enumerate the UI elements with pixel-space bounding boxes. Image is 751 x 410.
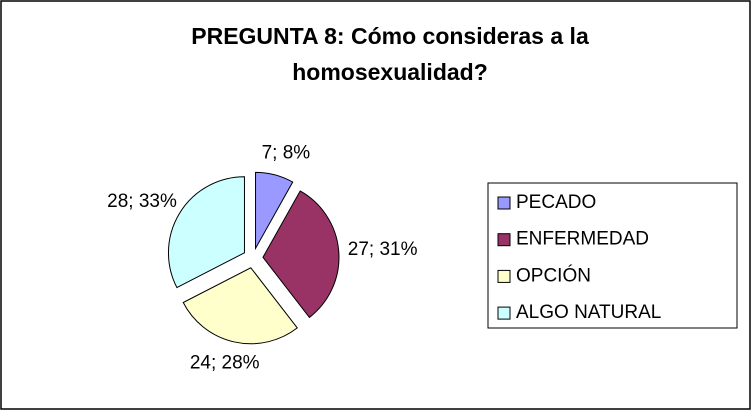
data-label: 7; 8% <box>262 143 311 164</box>
pie-slice <box>255 171 294 251</box>
legend-box <box>487 182 738 329</box>
pie-slice <box>167 176 245 289</box>
legend-swatch <box>497 269 511 283</box>
data-label: 24; 28% <box>190 352 260 373</box>
pie-slice <box>262 190 340 319</box>
pie-slice <box>182 267 298 345</box>
chart-title: PREGUNTA 8: Cómo consideras a la homosex… <box>191 23 589 85</box>
legend-swatch <box>497 306 511 320</box>
legend-swatch <box>497 233 511 247</box>
legend-label: ENFERMEDAD <box>516 229 649 250</box>
legend-label: OPCIÓN <box>516 264 591 286</box>
legend-swatch <box>497 196 511 210</box>
legend-label: PECADO <box>516 192 596 213</box>
data-label: 27; 31% <box>348 239 418 260</box>
data-label: 28; 33% <box>107 191 177 212</box>
legend-label: ALGO NATURAL <box>516 302 661 323</box>
